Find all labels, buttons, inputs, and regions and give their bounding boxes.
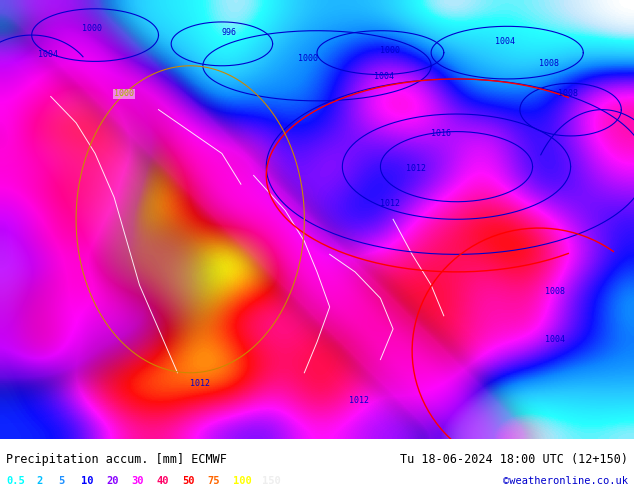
Text: 40: 40	[157, 476, 169, 486]
Text: 50: 50	[182, 476, 195, 486]
Text: 1000: 1000	[114, 90, 134, 98]
Text: 0.5: 0.5	[6, 476, 25, 486]
Text: 996: 996	[222, 28, 237, 37]
Text: Tu 18-06-2024 18:00 UTC (12+150): Tu 18-06-2024 18:00 UTC (12+150)	[399, 453, 628, 466]
Text: 1008: 1008	[545, 287, 566, 296]
Text: 200: 200	[292, 476, 311, 486]
Text: ©weatheronline.co.uk: ©weatheronline.co.uk	[503, 476, 628, 486]
Text: 20: 20	[106, 476, 119, 486]
Text: 1012: 1012	[380, 199, 401, 208]
Text: 1012: 1012	[190, 379, 210, 388]
Text: 1008: 1008	[539, 59, 559, 68]
Text: 10: 10	[81, 476, 93, 486]
Text: Precipitation accum. [mm] ECMWF: Precipitation accum. [mm] ECMWF	[6, 453, 227, 466]
Text: 1012: 1012	[406, 164, 426, 173]
Text: 100: 100	[233, 476, 252, 486]
Text: 1012: 1012	[349, 396, 369, 405]
Text: 30: 30	[131, 476, 144, 486]
Text: 1000: 1000	[298, 54, 318, 63]
Text: 1008: 1008	[558, 90, 578, 98]
Text: 1004: 1004	[38, 50, 58, 59]
Text: 150: 150	[262, 476, 281, 486]
Text: 1016: 1016	[431, 129, 451, 138]
Text: 75: 75	[207, 476, 220, 486]
Text: 1000: 1000	[380, 46, 401, 54]
Text: 1004: 1004	[495, 37, 515, 46]
Text: 5: 5	[58, 476, 65, 486]
Text: 1004: 1004	[374, 72, 394, 81]
Text: 1000: 1000	[82, 24, 103, 33]
Text: 1004: 1004	[545, 335, 566, 344]
Text: 2: 2	[36, 476, 42, 486]
